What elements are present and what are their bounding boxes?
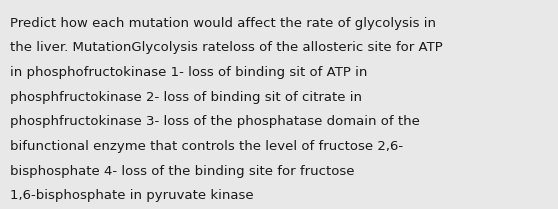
Text: bifunctional enzyme that controls the level of fructose 2,6-: bifunctional enzyme that controls the le… [10, 140, 403, 153]
Text: the liver. MutationGlycolysis rateloss of the allosteric site for ATP: the liver. MutationGlycolysis rateloss o… [10, 41, 443, 54]
Text: phosphfructokinase 2- loss of binding sit of citrate in: phosphfructokinase 2- loss of binding si… [10, 91, 362, 104]
Text: 1,6-bisphosphate in pyruvate kinase: 1,6-bisphosphate in pyruvate kinase [10, 189, 254, 202]
Text: Predict how each mutation would affect the rate of glycolysis in: Predict how each mutation would affect t… [10, 17, 436, 30]
Text: in phosphofructokinase 1- loss of binding sit of ATP in: in phosphofructokinase 1- loss of bindin… [10, 66, 367, 79]
Text: bisphosphate 4- loss of the binding site for fructose: bisphosphate 4- loss of the binding site… [10, 165, 354, 178]
Text: phosphfructokinase 3- loss of the phosphatase domain of the: phosphfructokinase 3- loss of the phosph… [10, 115, 420, 128]
